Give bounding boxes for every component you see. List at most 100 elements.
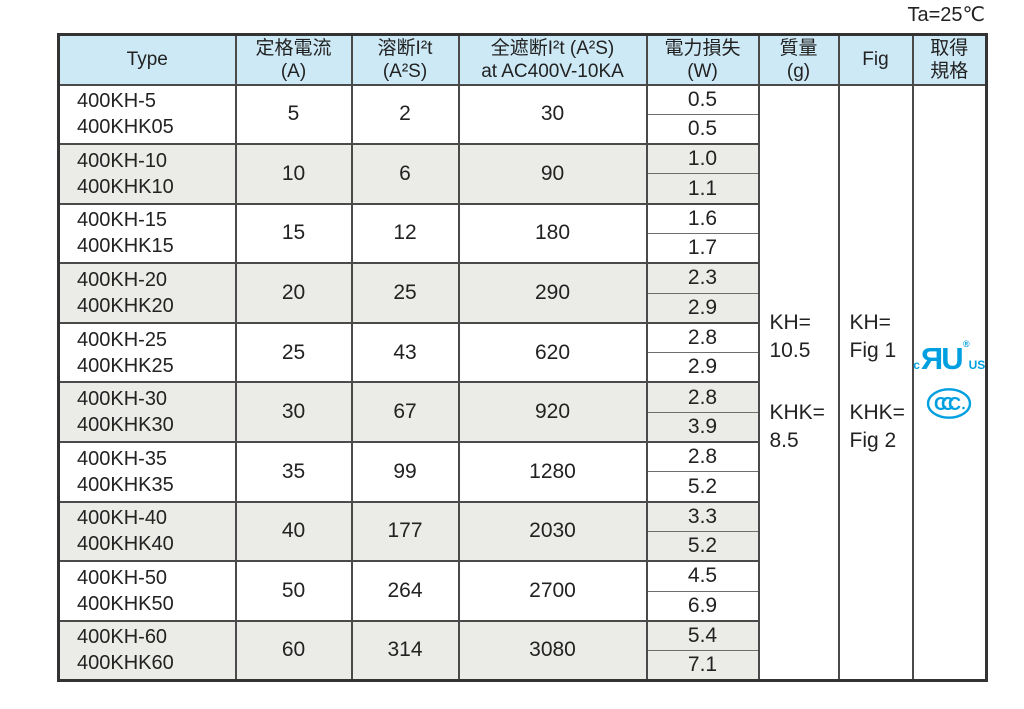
power-loss-kh-cell: 0.5 (645, 83, 760, 115)
power-loss-khk-cell: 1.7 (645, 232, 760, 265)
fig-note-kh: KH= Fig 1 (850, 309, 912, 365)
rated-current-cell: 30 (234, 381, 353, 444)
power-loss-khk-cell: 3.9 (645, 411, 760, 444)
type-kh-label: 400KH-40 (77, 507, 168, 530)
type-cell: 400KH-20 400KHK20 (57, 262, 237, 324)
spec-row-400KHK20: 2.9 (59, 292, 987, 324)
type-cell: 400KH-50 400KHK50 (57, 560, 237, 622)
spec-row-400KH-30: 400KH-30 400KHK30 30 67 920 2.8 (57, 381, 987, 444)
power-loss-kh-cell: 3.3 (645, 500, 760, 532)
cULus-recognized-icon: c ЯU ® US (913, 339, 986, 377)
clearing-i2t-cell: 290 (457, 262, 648, 324)
spec-row-400KHK30: 3.9 (59, 411, 987, 444)
power-loss-kh-cell: 2.3 (645, 262, 760, 294)
spec-row-400KH-20: 400KH-20 400KHK20 20 25 290 2.3 (57, 262, 987, 324)
clearing-i2t-cell: 90 (457, 143, 648, 205)
mass-note-kh-label: KH= (769, 311, 811, 335)
standards-marks: c ЯU ® US C C C (913, 339, 986, 425)
svg-text:C: C (941, 394, 954, 414)
type-khk-label: 400KHK35 (77, 473, 174, 496)
fig-note-khk: KHK= Fig 2 (850, 399, 912, 455)
melting-i2t-cell: 264 (350, 560, 460, 622)
type-cell: 400KH-35 400KHK35 (57, 441, 237, 503)
type-khk-label: 400KHK60 (77, 652, 174, 675)
col-header-type: Type (57, 33, 237, 86)
svg-text:C: C (934, 394, 947, 414)
type-kh-label: 400KH-50 (77, 567, 168, 590)
type-cell: 400KH-15 400KHK15 (57, 202, 237, 265)
power-loss-kh-cell: 2.8 (645, 441, 760, 473)
type-kh-label: 400KH-25 (77, 328, 168, 351)
spec-row-400KHK50: 6.9 (59, 590, 987, 622)
clearing-i2t-cell: 1280 (457, 441, 648, 503)
type-khk-label: 400KHK40 (77, 533, 174, 556)
spec-row-400KHK25: 2.9 (59, 352, 987, 384)
power-loss-kh-cell: 2.8 (645, 381, 760, 413)
header-line: (A) (280, 60, 307, 82)
header-line: 全遮断I²t (A²S) (490, 37, 615, 59)
power-loss-khk-cell: 5.2 (645, 471, 760, 503)
col-header-power-loss: 電力損失 (W) (645, 33, 760, 86)
mass-note-khk-label: KHK= (769, 401, 825, 425)
header-line: Fig (862, 49, 889, 71)
melting-i2t-cell: 25 (350, 262, 460, 324)
type-khk-label: 400KHK25 (77, 354, 174, 377)
col-header-fig: Fig (837, 33, 914, 86)
melting-i2t-cell: 6 (350, 143, 460, 205)
type-cell: 400KH-10 400KHK10 (57, 143, 237, 205)
rated-current-cell: 15 (234, 202, 353, 265)
melting-i2t-cell: 177 (350, 500, 460, 563)
col-header-mass: 質量 (g) (757, 33, 840, 86)
clearing-i2t-cell: 2030 (457, 500, 648, 563)
type-cell: 400KH-60 400KHK60 (57, 619, 237, 682)
spec-row-400KH-50: 400KH-50 400KHK50 50 264 2700 4.5 (57, 560, 987, 622)
spec-row-400KHK05: 0.5 (59, 113, 987, 146)
fuse-spec-table: Type 定格電流 (A) 溶断I²t (A²S) 全遮断I²t (A²S) a… (57, 33, 988, 682)
header-line: 溶断I²t (377, 37, 433, 59)
power-loss-kh-cell: 1.0 (645, 143, 760, 175)
header-line: 規格 (930, 60, 969, 82)
type-kh-label: 400KH-10 (77, 149, 168, 172)
type-khk-label: 400KHK30 (77, 414, 174, 437)
header-line: 電力損失 (664, 37, 741, 59)
rated-current-cell: 60 (234, 619, 353, 682)
rated-current-cell: 10 (234, 143, 353, 205)
power-loss-khk-cell: 2.9 (645, 352, 760, 384)
clearing-i2t-cell: 30 (457, 83, 648, 146)
rated-current-cell: 35 (234, 441, 353, 503)
rated-current-cell: 25 (234, 321, 353, 384)
power-loss-khk-cell: 5.2 (645, 530, 760, 563)
spec-row-400KH-35: 400KH-35 400KHK35 35 99 1280 2.8 (57, 441, 987, 503)
melting-i2t-cell: 99 (350, 441, 460, 503)
melting-i2t-cell: 67 (350, 381, 460, 444)
type-cell: 400KH-5 400KHK05 (57, 83, 237, 146)
rated-current-cell: 40 (234, 500, 353, 563)
header-line: 取得 (930, 37, 969, 59)
spec-row-400KH-25: 400KH-25 400KHK25 25 43 620 2.8 (57, 321, 987, 384)
spec-row-400KHK40: 5.2 (59, 530, 987, 563)
spec-row-400KHK35: 5.2 (59, 471, 987, 503)
type-kh-label: 400KH-15 (77, 209, 168, 232)
fig-note-kh-label: KH= (849, 311, 891, 335)
melting-i2t-cell: 2 (350, 83, 460, 146)
type-kh-label: 400KH-20 (77, 269, 168, 292)
melting-i2t-cell: 314 (350, 619, 460, 682)
header-line: at AC400V-10KA (481, 60, 624, 82)
mass-note-kh-value: 10.5 (769, 339, 811, 363)
col-header-rated-current: 定格電流 (A) (234, 33, 353, 86)
mass-note-khk-value: 8.5 (769, 429, 799, 453)
rated-current-cell: 5 (234, 83, 353, 146)
type-khk-label: 400KHK20 (77, 295, 174, 318)
type-khk-label: 400KHK15 (77, 235, 174, 258)
power-loss-khk-cell: 7.1 (645, 650, 760, 682)
spec-row-400KH-10: 400KH-10 400KHK10 10 6 90 1.0 (57, 143, 987, 205)
col-header-clearing-i2t: 全遮断I²t (A²S) at AC400V-10KA (457, 33, 648, 86)
power-loss-khk-cell: 0.5 (645, 113, 760, 146)
fig-note-khk-label: KHK= (849, 401, 905, 425)
mass-note-kh: KH= 10.5 (770, 309, 838, 365)
ambient-temperature-note: Ta=25℃ (907, 4, 985, 26)
spec-row-400KHK15: 1.7 (59, 232, 987, 265)
clearing-i2t-cell: 620 (457, 321, 648, 384)
